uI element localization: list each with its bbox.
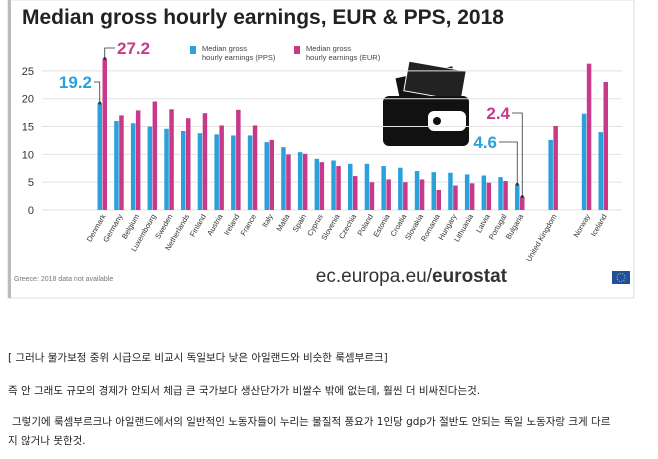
bar bbox=[481, 175, 487, 210]
bar bbox=[498, 177, 503, 210]
bar bbox=[503, 181, 508, 210]
y-tick-label: 10 bbox=[22, 149, 34, 161]
caption: [ 그러나 물가보정 중위 시급으로 비교시 독일보다 낮은 아일랜드와 비슷한… bbox=[8, 352, 388, 364]
bar bbox=[548, 139, 553, 210]
bar bbox=[469, 183, 475, 210]
bar bbox=[364, 163, 370, 210]
source-brand: eurostat bbox=[432, 266, 508, 287]
legend-swatch bbox=[294, 46, 300, 54]
bar bbox=[403, 182, 408, 210]
bar bbox=[181, 130, 186, 210]
leader-dot bbox=[103, 57, 107, 61]
bar bbox=[147, 126, 153, 210]
legend-line: Median gross bbox=[202, 44, 247, 53]
y-tick-label: 15 bbox=[22, 122, 34, 134]
data-label: 4.6 bbox=[473, 133, 497, 152]
bar bbox=[353, 176, 358, 210]
bar bbox=[598, 132, 603, 210]
bar bbox=[219, 125, 224, 210]
bar bbox=[264, 142, 269, 210]
bar bbox=[431, 172, 436, 210]
leader-dot bbox=[520, 195, 524, 199]
bar bbox=[486, 182, 492, 210]
bar bbox=[448, 172, 453, 210]
legend-line: hourly earnings (EUR) bbox=[306, 53, 381, 62]
bar bbox=[114, 120, 119, 210]
data-label: 19.2 bbox=[59, 73, 92, 92]
paragraph: 지 않거나 못한것. bbox=[8, 435, 86, 447]
bar bbox=[348, 163, 353, 210]
bar bbox=[197, 133, 203, 210]
bar bbox=[336, 166, 341, 210]
bar bbox=[464, 174, 470, 210]
bar bbox=[297, 152, 303, 210]
frame-edge bbox=[8, 0, 11, 298]
chart-frame bbox=[7, 0, 635, 299]
source-domain: ec.europa.eu/ bbox=[316, 266, 433, 287]
leader-line bbox=[499, 141, 518, 185]
bar bbox=[398, 167, 403, 210]
bar bbox=[314, 158, 320, 210]
data-label: 2.4 bbox=[486, 104, 510, 123]
legend-line: hourly earnings (PPS) bbox=[202, 53, 276, 62]
bar bbox=[286, 154, 291, 210]
bar bbox=[269, 139, 274, 210]
y-tick-label: 20 bbox=[22, 94, 34, 106]
paragraph: 즉 안 그래도 규모의 경제가 안되서 체급 큰 국가보다 생산단가가 비쌀수 … bbox=[8, 385, 481, 397]
bar bbox=[152, 101, 158, 210]
bar bbox=[419, 179, 425, 210]
bar bbox=[202, 113, 208, 210]
bar bbox=[603, 82, 608, 210]
bar bbox=[319, 162, 325, 210]
bar bbox=[169, 109, 174, 210]
bar bbox=[453, 185, 458, 210]
bar bbox=[97, 103, 102, 210]
legend-label: Median gross hourly earnings (PPS) bbox=[202, 44, 276, 62]
y-tick-label: 5 bbox=[28, 177, 34, 189]
bar bbox=[381, 166, 386, 210]
bar bbox=[119, 115, 124, 210]
bar bbox=[252, 125, 258, 210]
bar bbox=[214, 134, 219, 210]
y-tick-label: 0 bbox=[28, 205, 34, 217]
bar bbox=[515, 184, 520, 210]
legend-label: Median gross hourly earnings (EUR) bbox=[306, 44, 381, 62]
legend-line: Median gross bbox=[306, 44, 351, 53]
leader-line bbox=[512, 112, 523, 197]
leader-dot bbox=[515, 182, 519, 186]
bar bbox=[130, 123, 136, 210]
bar bbox=[581, 113, 587, 210]
bar bbox=[164, 128, 169, 210]
bar bbox=[553, 125, 558, 210]
bar bbox=[520, 196, 525, 210]
leader-dot bbox=[98, 101, 102, 105]
bar bbox=[436, 189, 441, 210]
bar bbox=[231, 135, 236, 210]
bar bbox=[102, 58, 107, 210]
y-tick-label: 25 bbox=[22, 66, 34, 78]
chart-title: Median gross hourly earnings, EUR & PPS,… bbox=[22, 6, 504, 29]
bar bbox=[586, 63, 592, 211]
chart: Median gross hourly earnings, EUR & PPS,… bbox=[7, 0, 635, 299]
bar bbox=[302, 153, 308, 210]
bar bbox=[247, 135, 253, 210]
eu-flag bbox=[612, 271, 630, 284]
legend-swatch bbox=[190, 46, 196, 54]
data-label: 27.2 bbox=[117, 39, 150, 58]
bar bbox=[186, 118, 191, 210]
bar bbox=[331, 160, 336, 210]
footnote: Greece: 2018 data not available bbox=[14, 276, 113, 283]
bar bbox=[236, 109, 241, 210]
paragraph: 그렇기에 룩셈부르크나 아일랜드에서의 일반적인 노동자들이 누리는 물질적 풍… bbox=[12, 416, 611, 428]
bar bbox=[369, 182, 375, 210]
leader-line bbox=[104, 47, 115, 59]
bar bbox=[386, 179, 391, 210]
bar bbox=[135, 110, 141, 210]
bar bbox=[281, 147, 286, 210]
bar bbox=[414, 171, 420, 210]
leader-line bbox=[94, 81, 101, 104]
